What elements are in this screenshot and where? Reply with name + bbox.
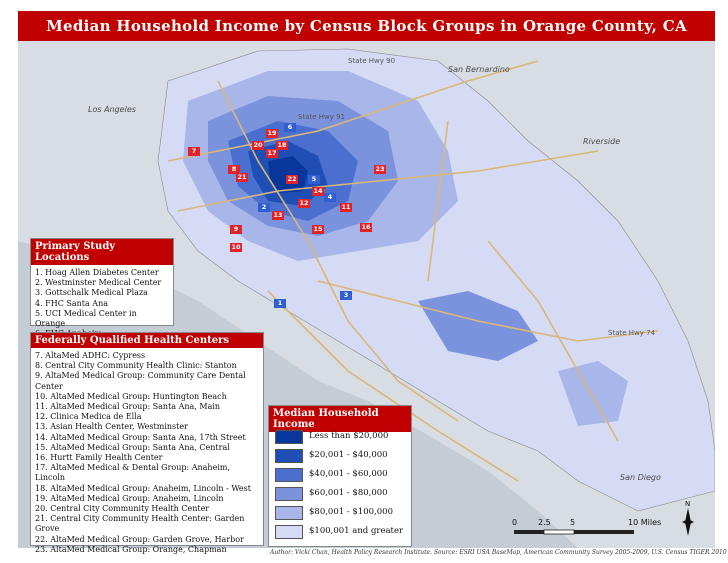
region-under-20k [268,156,308,193]
list-item: 9. AltaMed Medical Group: Community Care… [35,371,246,391]
list-item: 4. FHC Santa Ana [35,298,108,308]
primary-study-list: 1. Hoag Allen Diabetes Center 2. Westmin… [31,265,173,342]
north-label: N [685,500,690,508]
road-label: State Hwy 90 [348,57,396,65]
map-title: Median Household Income by Census Block … [18,11,715,65]
primary-study-panel: Primary Study Locations 1. Hoag Allen Di… [30,238,174,338]
fqhc-heading: Federally Qualified Health Centers [31,333,263,348]
legend-row: $100,001 and greater [275,525,405,539]
site-marker[interactable]: 6 [284,123,296,132]
fqhc-panel: Federally Qualified Health Centers 7. Al… [30,332,264,554]
site-marker[interactable]: 18 [276,141,288,150]
site-marker[interactable]: 15 [312,225,324,234]
site-marker[interactable]: 7 [188,147,200,156]
road-network [167,60,659,482]
legend-swatch [275,468,303,482]
legend-swatch [275,525,303,539]
fqhc-list: 7. AltaMed ADHC: Cypress 8. Central City… [31,348,263,558]
site-marker[interactable]: 5 [308,175,320,184]
legend-swatch [275,506,303,520]
list-item: 3. Gottschalk Medical Plaza [35,288,148,298]
list-item: 21. Central City Community Health Center… [35,514,245,534]
legend-row: $40,001 - $60,000 [275,468,405,482]
list-item: 16. Hurtt Family Health Center [35,453,163,463]
site-marker[interactable]: 16 [360,223,372,232]
city-label-san-diego: San Diego [620,473,661,482]
site-marker[interactable]: 23 [374,165,386,174]
list-item: 15. AltaMed Medical Group: Santa Ana, Ce… [35,442,230,452]
scale-tick-label: 0 [512,518,518,527]
list-item: 22. AltaMed Medical Group: Garden Grove,… [35,534,244,544]
list-item: 2. Westminster Medical Center [35,278,162,288]
site-marker[interactable]: 20 [252,141,264,150]
legend-label: $60,001 - $80,000 [309,488,388,498]
legend-swatch [275,487,303,501]
income-map [18,41,715,548]
site-marker[interactable]: 14 [312,187,324,196]
legend-label: $80,001 - $100,000 [309,507,393,517]
scale-tick-label: 10 Miles [628,518,662,527]
site-marker[interactable]: 11 [340,203,352,212]
scale-tick-label: 5 [570,518,576,527]
city-label-san-bernardino: San Bernardino [448,65,510,74]
site-marker[interactable]: 9 [230,225,242,234]
site-marker[interactable]: 8 [228,165,240,174]
site-marker[interactable]: 17 [266,149,278,158]
legend-swatch [275,449,303,463]
primary-study-heading: Primary Study Locations [31,239,173,265]
site-marker[interactable]: 12 [298,199,310,208]
source-credit: Author: Vicki Chan, Health Policy Resear… [270,549,727,556]
site-marker[interactable]: 1 [274,299,286,308]
list-item: 23. AltaMed Medical Group: Orange, Chapm… [35,544,227,554]
legend-label: Less than $20,000 [309,431,389,441]
road-label: State Hwy 91 [298,113,346,121]
legend-swatch [275,430,303,444]
legend-row: $20,001 - $40,000 [275,449,405,463]
list-item: 11. AltaMed Medical Group: Santa Ana, Ma… [35,402,221,412]
site-marker[interactable]: 10 [230,243,242,252]
city-label-riverside: Riverside [583,137,621,146]
legend-label: $100,001 and greater [309,526,404,536]
scale-bar: 0 2.5 5 10 Miles [504,518,684,544]
north-arrow: N [678,498,698,538]
site-marker[interactable]: 13 [272,211,284,220]
region-south-80-100k [558,361,628,426]
list-item: 8. Central City Community Health Clinic:… [35,361,237,371]
list-item: 10. AltaMed Medical Group: Huntington Be… [35,391,227,401]
legend-label: $20,001 - $40,000 [309,450,388,460]
legend-label: $40,001 - $60,000 [309,469,388,479]
list-item: 5. UCI Medical Center in Orange [35,308,137,329]
legend-row: Less than $20,000 [275,430,405,444]
region-south-60-80k [418,291,538,361]
list-item: 17. AltaMed Medical & Dental Group: Anah… [35,463,230,483]
list-item: 20. Central City Community Health Center [35,504,210,514]
map-frame[interactable]: San Bernardino Los Angeles Riverside San… [18,41,715,548]
scale-bar-graphic [514,529,634,535]
legend-heading: Median Household Income [269,406,411,432]
site-marker[interactable]: 22 [286,175,298,184]
list-item: 7. AltaMed ADHC: Cypress [35,351,146,360]
list-item: 1. Hoag Allen Diabetes Center [35,268,159,277]
site-marker[interactable]: 2 [258,203,270,212]
list-item: 18. AltaMed Medical Group: Anaheim, Linc… [35,483,251,493]
legend-row: $80,001 - $100,000 [275,506,405,520]
city-label-los-angeles: Los Angeles [88,105,136,114]
list-item: 14. AltaMed Medical Group: Santa Ana, 17… [35,432,246,442]
site-marker[interactable]: 19 [266,129,278,138]
scale-tick-label: 2.5 [538,518,551,527]
site-marker[interactable]: 21 [236,173,248,182]
list-item: 13. Asian Health Center, Westminster [35,422,188,432]
site-marker[interactable]: 4 [324,193,336,202]
legend-row: $60,001 - $80,000 [275,487,405,501]
road-label: State Hwy 74 [608,329,656,337]
compass-icon: N [682,500,694,536]
income-legend: Median Household Income Less than $20,00… [268,405,412,547]
list-item: 12. Clinica Medica de Ella [35,412,142,422]
site-marker[interactable]: 3 [340,291,352,300]
list-item: 19. AltaMed Medical Group: Anaheim, Linc… [35,493,224,503]
